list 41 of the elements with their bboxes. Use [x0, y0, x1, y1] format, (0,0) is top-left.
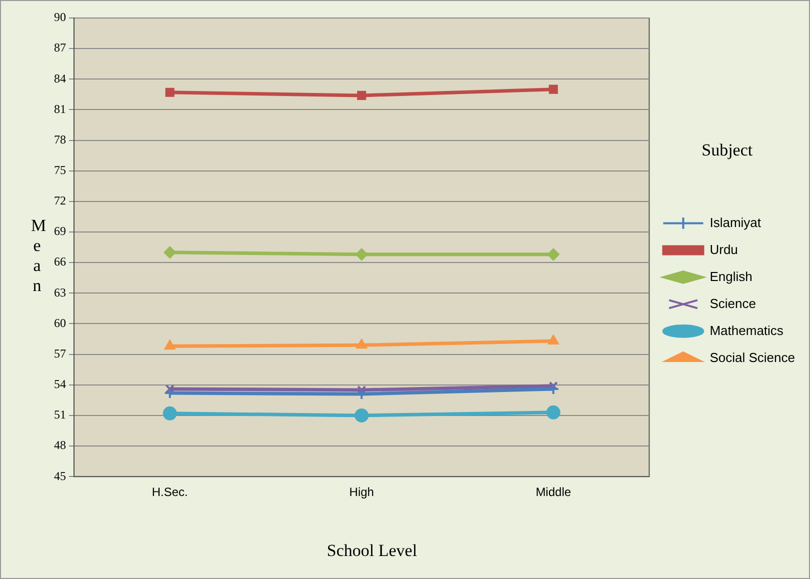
- point: [165, 88, 174, 97]
- y-tick-label: 87: [54, 40, 66, 55]
- y-tick-label: 63: [54, 285, 66, 300]
- y-tick-label: 45: [54, 468, 66, 483]
- y-tick-label: 81: [54, 102, 66, 116]
- point: [356, 248, 368, 260]
- point: [546, 405, 560, 420]
- y-tick-label: 51: [54, 408, 66, 422]
- y-tick-label: 66: [54, 254, 66, 269]
- point: [357, 90, 366, 100]
- legend-label: Mathematics: [710, 322, 784, 338]
- y-tick-label: 78: [54, 132, 66, 146]
- point: [164, 246, 176, 258]
- x-axis-title: School Level: [326, 541, 418, 561]
- x-tick-label: H.Sec.: [152, 485, 188, 500]
- y-tick-label: 75: [54, 163, 66, 178]
- point: [547, 248, 560, 260]
- y-tick-label: 69: [54, 224, 66, 238]
- legend-label: English: [710, 268, 752, 284]
- point: [162, 406, 177, 420]
- point: [548, 335, 559, 345]
- legend-label: Science: [710, 296, 756, 311]
- y-tick-label: 60: [54, 316, 66, 330]
- x-tick-label: Middle: [536, 485, 572, 500]
- y-tick-label: 72: [54, 194, 66, 208]
- legend-title: Subject: [702, 140, 753, 160]
- point: [164, 340, 176, 350]
- y-tick-label: 90: [54, 10, 66, 24]
- y-tick-label: 48: [54, 438, 66, 452]
- point: [548, 84, 558, 94]
- point: [356, 339, 367, 349]
- point: [548, 381, 558, 390]
- legend-label: Social Science: [710, 350, 796, 365]
- point: [354, 408, 369, 422]
- y-tick-label: 57: [54, 346, 66, 360]
- legend-label: Urdu: [710, 242, 738, 257]
- y-tick-label: 84: [54, 71, 66, 86]
- y-axis-title: Mean: [31, 216, 46, 296]
- x-tick-label: High: [349, 485, 374, 500]
- legend-label: Islamiyat: [710, 214, 762, 230]
- y-tick-label: 54: [54, 377, 66, 392]
